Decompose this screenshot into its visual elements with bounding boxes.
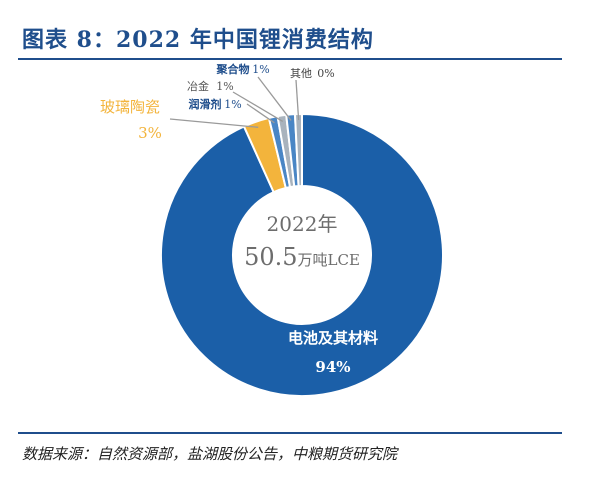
slice-percent-label-6: 0% [317, 67, 334, 80]
slice-name-label-1: 电池及其材料 [288, 329, 378, 347]
source-rule [18, 432, 562, 434]
chart-title: 图表 8：2022 年中国锂消费结构 [22, 27, 374, 53]
center-value: 50.5 [244, 243, 297, 271]
slice-name-label-2: 玻璃陶瓷 [100, 98, 160, 116]
slice-name-label-4: 冶金 [187, 79, 209, 93]
leader-line-6 [295, 79, 300, 121]
slice-percent-label-2: 3% [138, 124, 162, 142]
center-amount-label: 50.5万吨LCE [244, 243, 360, 271]
leader-line-4 [232, 91, 284, 122]
title-rule [18, 58, 562, 60]
source-note: 数据来源：自然资源部，盐湖股份公告，中粮期货研究院 [22, 445, 398, 463]
slice-6 [293, 112, 303, 188]
slice-name-label-5: 聚合物 [216, 62, 250, 76]
slice-percent-label-1: 94% [315, 358, 350, 376]
slice-1 [160, 112, 444, 397]
center-unit: 万吨LCE [298, 251, 360, 269]
leader-line-3 [246, 103, 275, 124]
leader-line-2 [169, 118, 259, 128]
slice-percent-label-5: 1% [252, 63, 269, 76]
slice-percent-label-4: 1% [216, 80, 233, 93]
slice-name-label-3: 润滑剂 [189, 97, 222, 111]
center-year-label: 2022年 [267, 212, 338, 236]
slice-name-label-6: 其他 [290, 67, 312, 80]
leader-line-5 [257, 76, 292, 121]
slice-percent-label-3: 1% [224, 98, 241, 111]
